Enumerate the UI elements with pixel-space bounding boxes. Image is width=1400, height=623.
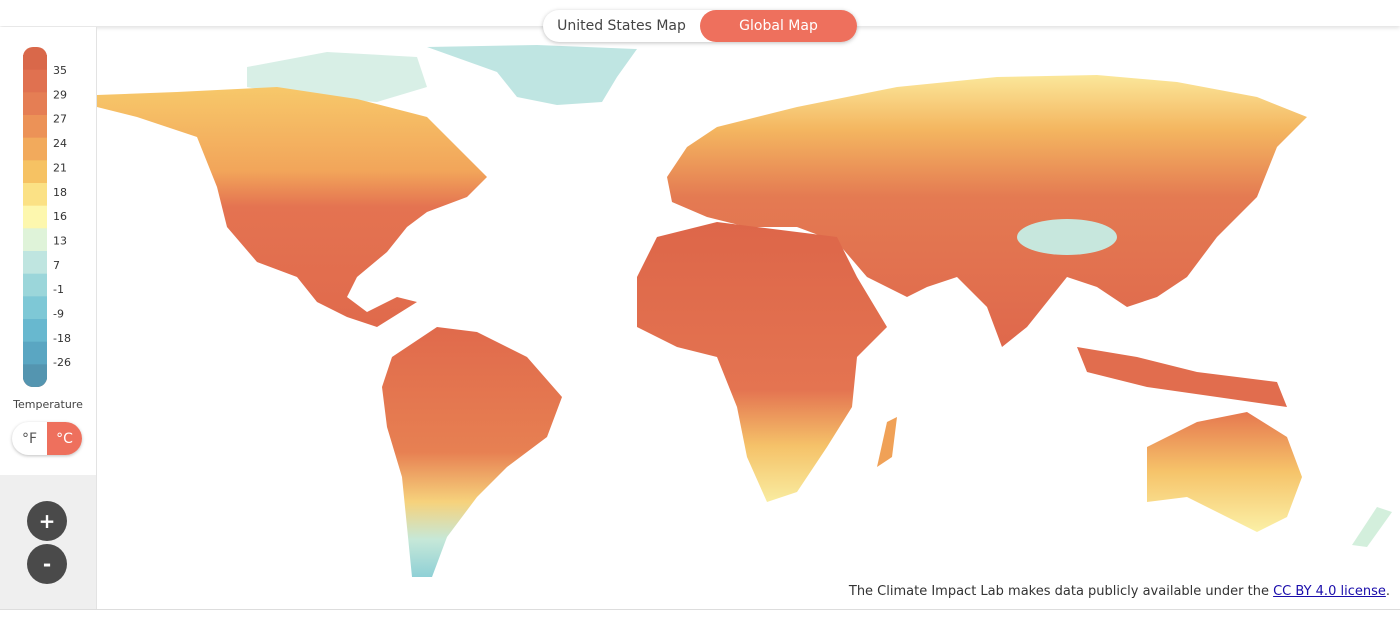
legend-label: -18 xyxy=(53,332,71,345)
legend-bar-end xyxy=(23,367,47,387)
indonesia xyxy=(1077,347,1287,407)
legend-label: 16 xyxy=(53,210,67,223)
legend-swatch xyxy=(23,319,47,343)
legend-label: -26 xyxy=(53,356,71,369)
world-map xyxy=(97,45,1392,577)
unit-toggle: °F °C xyxy=(12,422,82,455)
australia xyxy=(1147,412,1302,532)
legend-label: 7 xyxy=(53,259,60,272)
tibet xyxy=(1017,219,1117,255)
north-america xyxy=(97,87,487,327)
legend-title: Temperature xyxy=(13,398,83,411)
legend-label: 27 xyxy=(53,113,67,126)
legend-swatch xyxy=(23,341,47,365)
legend-label: 35 xyxy=(53,64,67,77)
greenland xyxy=(427,45,637,105)
legend-swatch xyxy=(23,160,47,184)
legend-swatch xyxy=(23,205,47,229)
license-link[interactable]: CC BY 4.0 license xyxy=(1273,584,1386,599)
map-toggle: United States Map Global Map xyxy=(543,10,857,42)
legend-swatch xyxy=(23,55,47,71)
legend-swatch xyxy=(23,273,47,297)
legend-swatch xyxy=(23,228,47,252)
zoom-panel xyxy=(0,475,96,610)
footer-text: The Climate Impact Lab makes data public… xyxy=(848,584,1269,599)
legend-label: 24 xyxy=(53,137,67,150)
legend-label: -1 xyxy=(53,283,64,296)
footer: The Climate Impact Lab makes data public… xyxy=(849,584,1390,599)
legend-swatch xyxy=(23,296,47,320)
legend: 35 29 27 24 21 18 16 13 7 -1 -9 -18 -26 xyxy=(23,47,71,387)
tab[interactable]: United States Map xyxy=(557,18,686,34)
eurasia xyxy=(667,75,1307,347)
unit-button[interactable]: °F xyxy=(21,430,38,447)
madagascar xyxy=(877,417,897,467)
legend-swatch xyxy=(23,251,47,275)
legend-swatch xyxy=(23,69,47,93)
zoom-button[interactable]: + xyxy=(27,501,67,541)
side-panel: 35 29 27 24 21 18 16 13 7 -1 -9 -18 -26 Temperature … xyxy=(0,27,97,610)
legend-label: 21 xyxy=(53,161,67,174)
africa xyxy=(637,222,887,502)
tab[interactable]: Global Map xyxy=(700,10,857,42)
legend-swatch xyxy=(23,183,47,207)
unit-button[interactable]: °C xyxy=(47,422,82,455)
legend-label: 13 xyxy=(53,234,67,247)
legend-label: 29 xyxy=(53,88,67,101)
new-zealand xyxy=(1352,507,1392,547)
footer-end: . xyxy=(1385,584,1390,599)
legend-swatch xyxy=(23,137,47,161)
divider xyxy=(0,609,1400,610)
legend-label: -9 xyxy=(53,308,64,321)
legend-label: 18 xyxy=(53,186,67,199)
legend-swatch xyxy=(23,115,47,139)
legend-swatch xyxy=(23,92,47,116)
south-america xyxy=(382,327,562,577)
zoom-button[interactable]: - xyxy=(27,544,67,584)
